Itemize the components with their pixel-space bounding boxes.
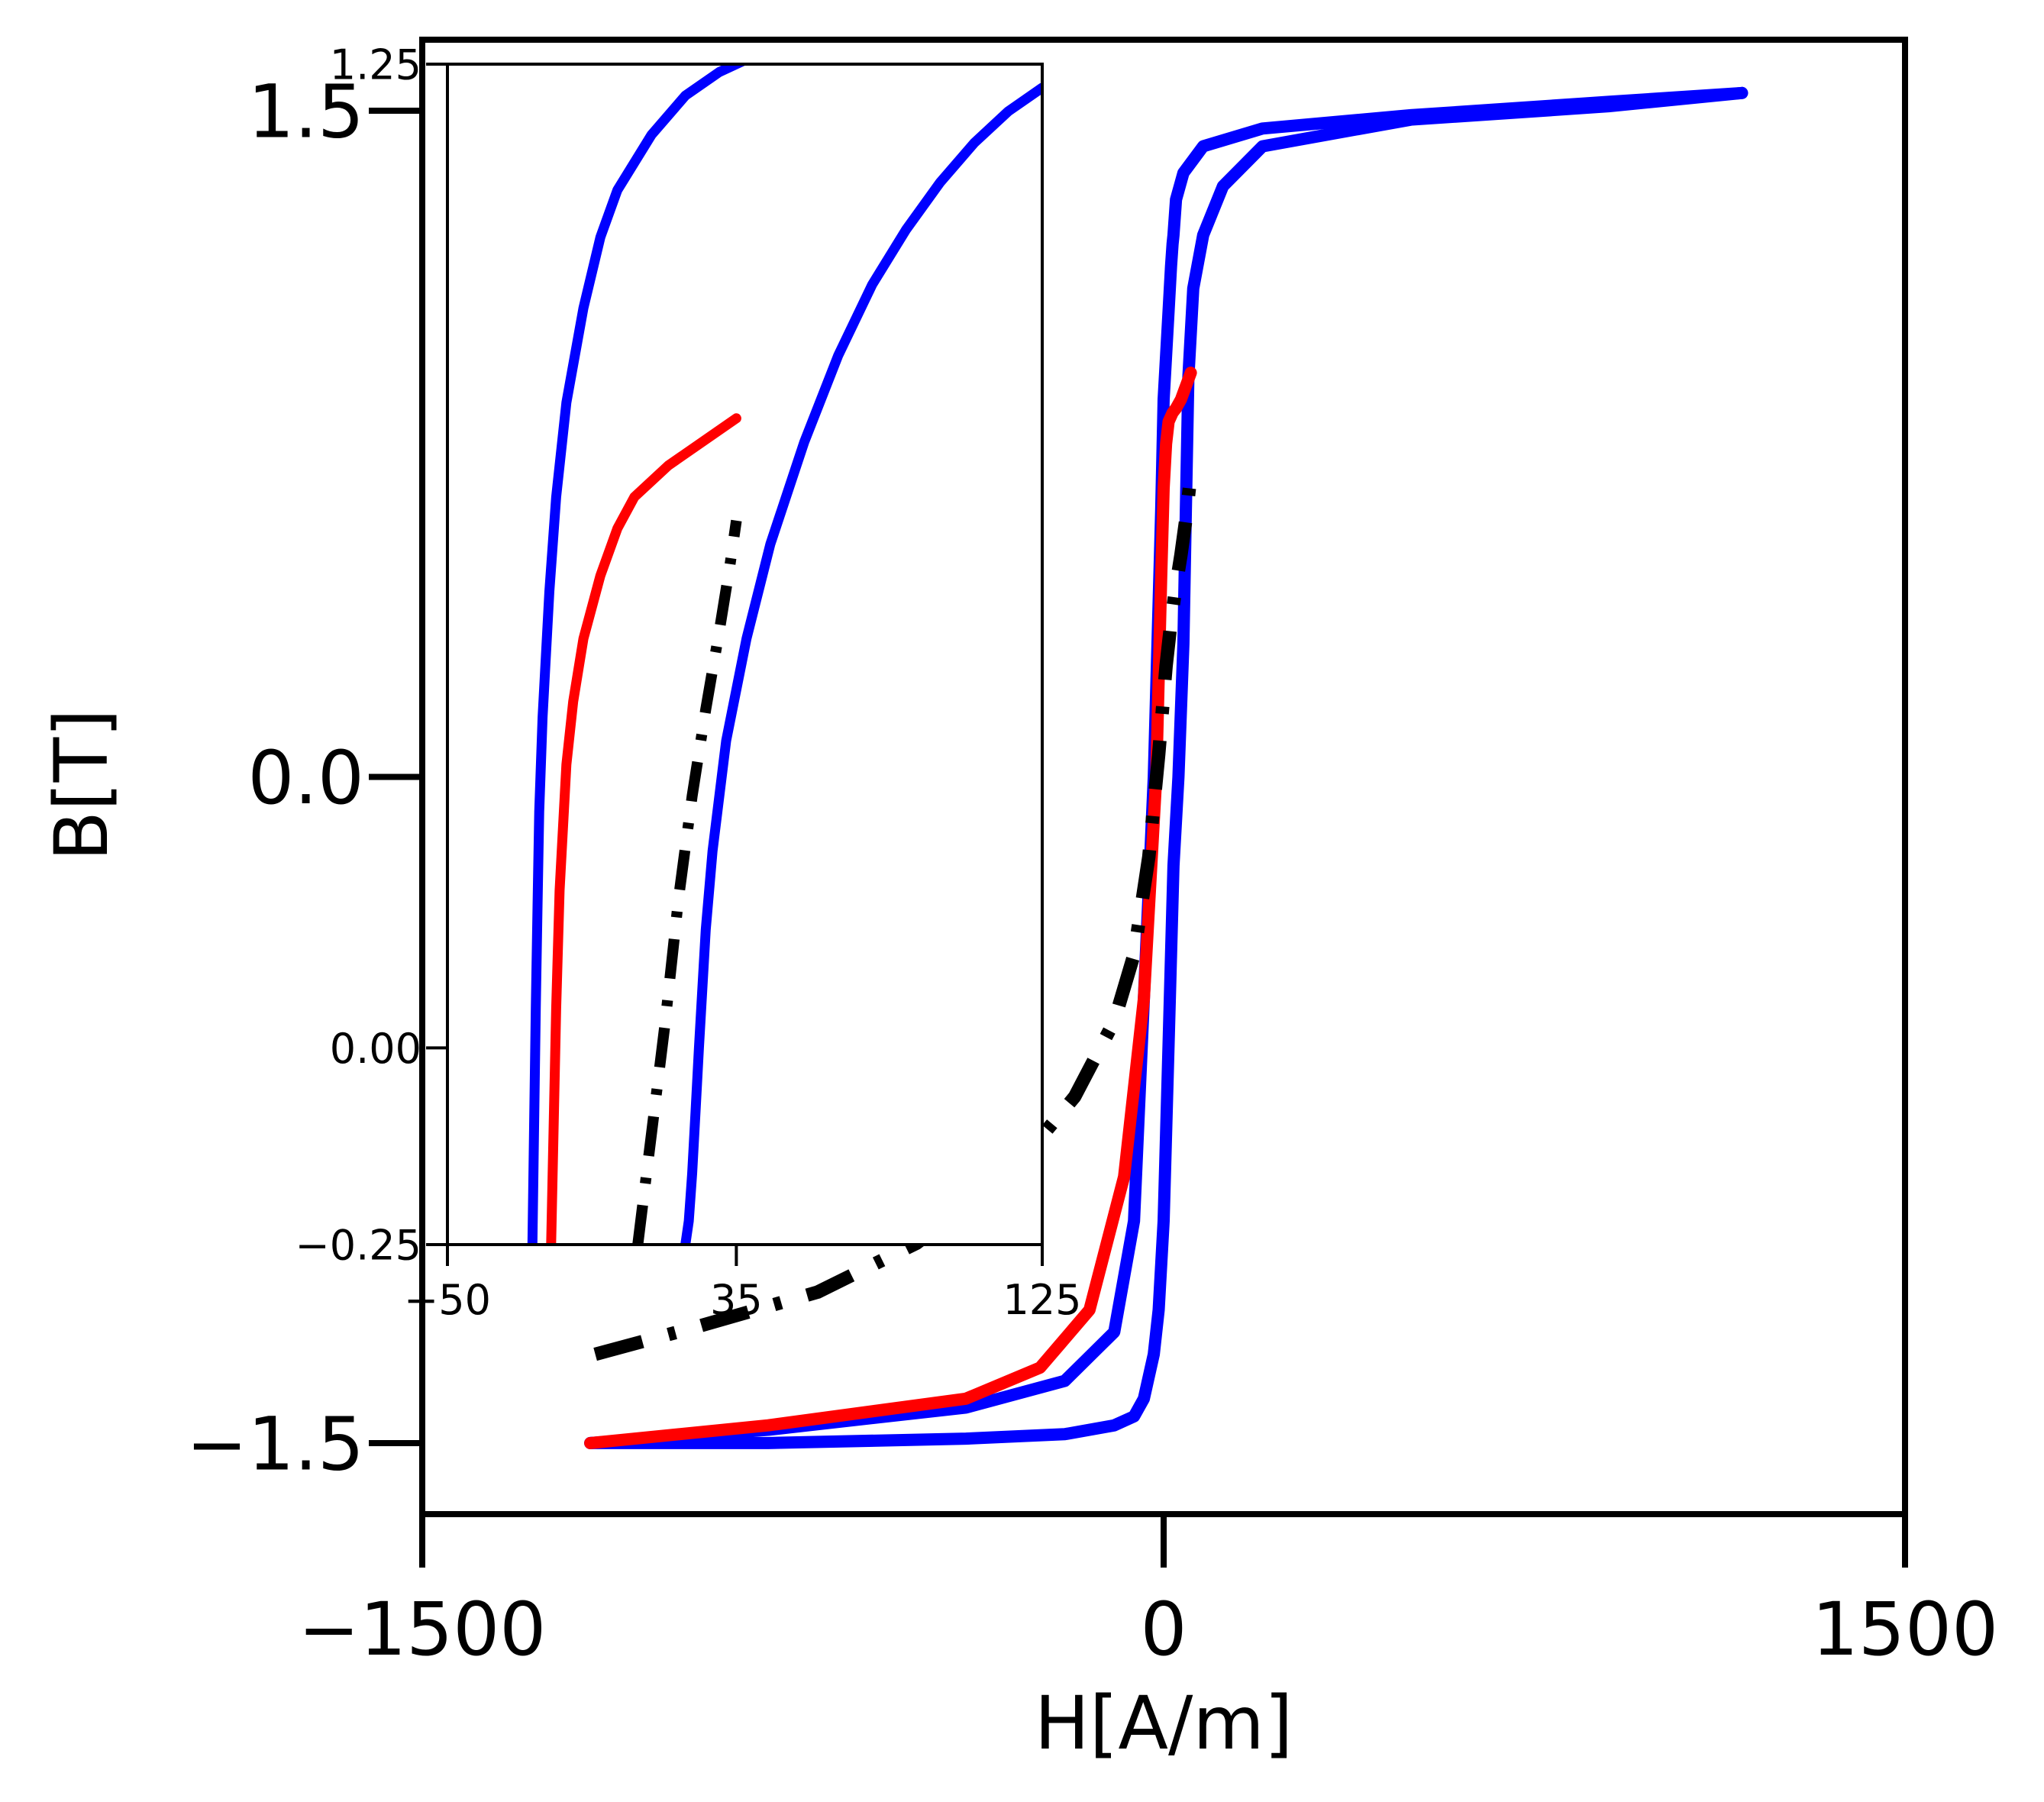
main-x-tick-label: 0 <box>1140 1587 1187 1672</box>
inset-x-tick-label: 125 <box>1003 1276 1081 1324</box>
y-axis-label: B[T] <box>39 709 124 861</box>
inset-axes: −50 35 125 −0.25 0.00 1.25 <box>295 40 1082 1324</box>
main-series-line-3 <box>593 474 1198 1361</box>
x-axis-label: H[A/m] <box>1035 1681 1293 1766</box>
main-series-group <box>584 86 1749 1449</box>
inset-series-line-1 <box>680 82 1042 1245</box>
main-y-ticks: −1.5 0.0 1.5 <box>186 69 422 1487</box>
inset-series-group <box>527 64 1042 1245</box>
main-x-tick-label: 1500 <box>1812 1587 1998 1672</box>
main-series-line-0 <box>584 86 1749 1449</box>
inset-series-line-3 <box>632 519 742 1245</box>
main-series-line-2 <box>584 367 1197 1449</box>
inset-x-ticks: −50 35 125 <box>404 1245 1082 1324</box>
main-x-tick-label: −1500 <box>299 1587 547 1672</box>
inset-y-tick-label: 0.00 <box>330 1025 421 1073</box>
inset-y-ticks: −0.25 0.00 1.25 <box>295 40 447 1269</box>
main-x-ticks: −1500 0 1500 <box>299 1514 1998 1672</box>
inset-series-line-0 <box>527 64 748 1245</box>
main-y-tick-label: −1.5 <box>186 1401 364 1487</box>
main-series-line-1 <box>584 86 1749 1449</box>
inset-x-tick-label: −50 <box>404 1276 491 1324</box>
inset-x-tick-label: 35 <box>710 1276 763 1324</box>
main-y-tick-label: 1.5 <box>247 69 364 155</box>
main-y-tick-label: 0.0 <box>247 735 364 821</box>
inset-y-tick-label: −0.25 <box>295 1221 421 1269</box>
inset-y-tick-label: 1.25 <box>330 40 421 89</box>
inset-series-line-2 <box>546 413 741 1245</box>
inset-axes-frame <box>446 63 1044 1246</box>
